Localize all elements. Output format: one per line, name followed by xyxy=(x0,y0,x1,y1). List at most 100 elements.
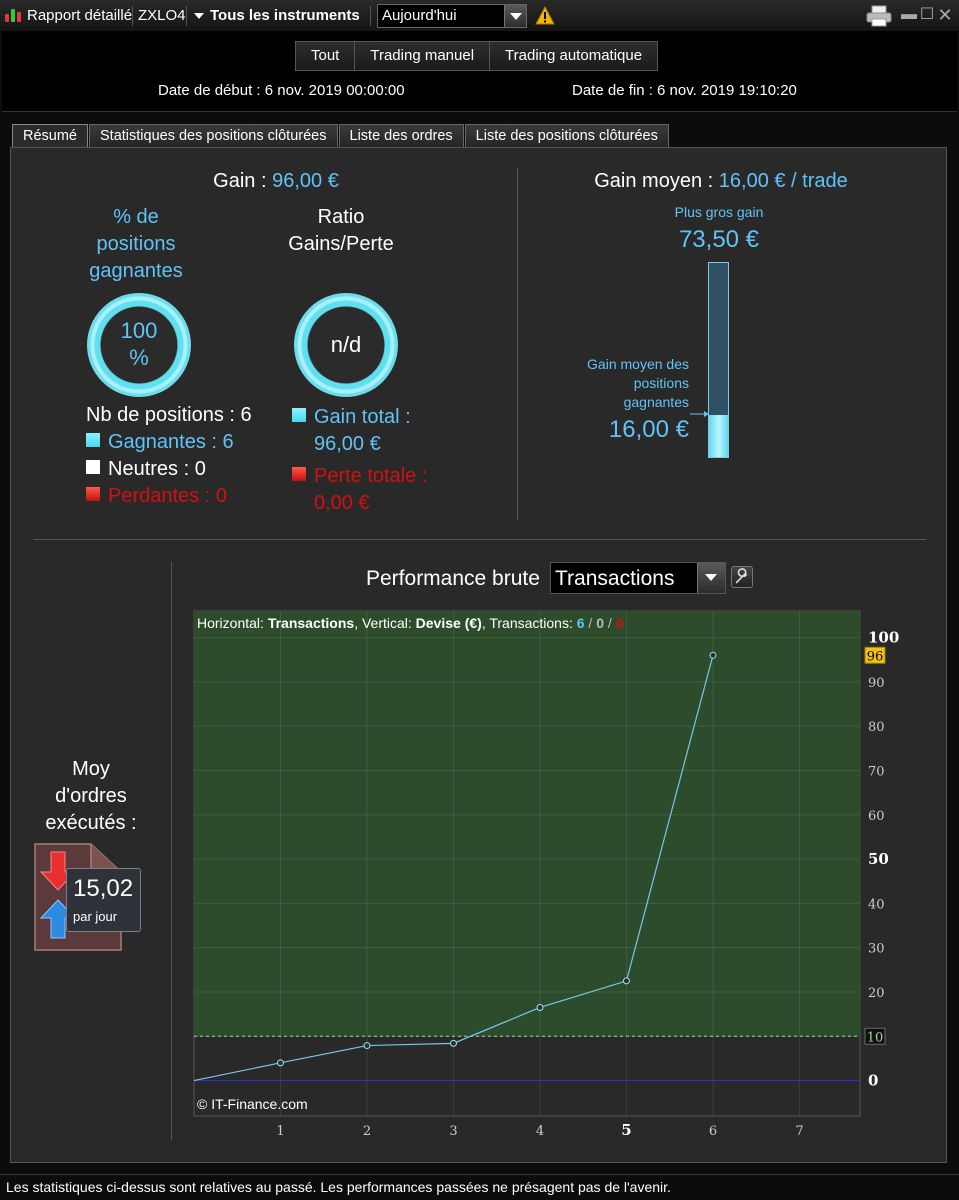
avg-orders-box: 15,02 par jour xyxy=(66,868,141,932)
chart-info-winning: 6 xyxy=(577,615,585,631)
y-tick-label: 50 xyxy=(868,850,889,868)
summary-panel: Gain : 96,00 € % de positions gagnantes … xyxy=(10,147,947,1163)
filter-manual-button[interactable]: Trading manuel xyxy=(354,41,491,71)
chart-mode-select[interactable]: Transactions xyxy=(550,562,726,594)
chart-info-neutral: 0 xyxy=(596,615,604,631)
total-gain-block: Gain total : 96,00 € xyxy=(292,404,411,458)
win-pct-unit: % xyxy=(129,345,149,370)
chart-info-text: / xyxy=(585,615,597,631)
tab-closed-positions-stats[interactable]: Statistiques des positions clôturées xyxy=(89,124,338,148)
wrench-icon[interactable] xyxy=(731,566,753,588)
gain-value: 96,00 € xyxy=(272,170,339,192)
print-icon[interactable] xyxy=(866,5,892,27)
account-name[interactable]: ZXLO4 xyxy=(138,7,186,24)
losing-count-label: Perdantes : 0 xyxy=(108,485,227,507)
y-axis-ticks: 0 20 30 40 50 60 70 80 90 100 xyxy=(868,629,899,1090)
title-separator xyxy=(186,6,187,26)
data-point xyxy=(449,1039,457,1047)
y-tick-label: 60 xyxy=(868,809,885,824)
candlestick-chart-icon xyxy=(4,8,24,24)
instruments-label: Tous les instruments xyxy=(210,7,360,24)
win-pct-title-line: gagnantes xyxy=(89,260,183,282)
avg-gain-heading: Gain moyen : 16,00 € / trade xyxy=(531,170,911,193)
report-tabs: Résumé Statistiques des positions clôtur… xyxy=(12,124,670,149)
y-tick-label: 100 xyxy=(868,629,899,647)
section-divider xyxy=(33,539,926,540)
legend-square-icon xyxy=(86,433,100,447)
y-tick-label: 70 xyxy=(868,764,885,779)
data-point xyxy=(363,1042,371,1050)
minimize-icon[interactable]: ▬ xyxy=(901,6,917,23)
avg-winning-value: 16,00 € xyxy=(608,416,689,443)
avg-orders-title-line: exécutés : xyxy=(45,812,137,834)
legend-square-icon xyxy=(292,467,306,481)
report-header: Tout Trading manuel Trading automatique … xyxy=(2,32,957,112)
total-gain-value: 96,00 € xyxy=(314,433,381,455)
report-title: Rapport détaillé xyxy=(27,7,133,24)
data-point xyxy=(276,1059,284,1067)
chevron-down-icon xyxy=(194,13,204,20)
chart-info-text: / xyxy=(604,615,616,631)
data-point xyxy=(536,1003,544,1011)
start-date: Date de début : 6 nov. 2019 00:00:00 xyxy=(158,82,405,99)
legend-square-icon xyxy=(86,487,100,501)
x-tick-label: 7 xyxy=(795,1124,803,1139)
current-value-label: 96 xyxy=(867,649,884,664)
biggest-gain-value: 73,50 € xyxy=(678,226,760,253)
chart-info-text: Horizontal: xyxy=(197,615,268,631)
tab-orders-list[interactable]: Liste des ordres xyxy=(338,124,464,148)
x-tick-label: 6 xyxy=(709,1124,717,1139)
trading-filter: Tout Trading manuel Trading automatique xyxy=(295,41,659,71)
neutral-count: Neutres : 0 xyxy=(86,458,206,481)
win-pct-value: 100 xyxy=(120,318,158,343)
y-tick-label: 40 xyxy=(868,897,885,912)
chart-mode-value: Transactions xyxy=(555,567,675,590)
positive-zone xyxy=(194,611,860,1037)
current-value-badge: 96 xyxy=(864,646,886,664)
chevron-down-icon[interactable] xyxy=(697,563,725,593)
chart-info-text: Transactions xyxy=(268,615,355,631)
chevron-down-icon[interactable] xyxy=(504,5,526,27)
data-point xyxy=(709,651,717,659)
avg-gain-label: Gain moyen : xyxy=(594,170,714,192)
period-value: Aujourd'hui xyxy=(382,7,457,24)
ratio-title-line: Ratio xyxy=(317,206,365,228)
title-separator xyxy=(132,6,133,26)
threshold-label: 10 xyxy=(867,1030,884,1045)
win-pct-title-line: % de xyxy=(113,206,159,228)
maximize-icon[interactable]: ☐ xyxy=(919,6,935,23)
y-tick-label: 0 xyxy=(868,1072,878,1090)
period-select[interactable]: Aujourd'hui xyxy=(377,4,527,28)
ratio-donut: n/d xyxy=(294,293,398,397)
avg-gain-value: 16,00 € / trade xyxy=(718,170,848,192)
filter-all-button[interactable]: Tout xyxy=(295,41,356,71)
warning-icon[interactable] xyxy=(535,6,555,26)
total-gain-heading: Gain : 96,00 € xyxy=(111,170,441,193)
close-icon[interactable]: ✕ xyxy=(937,5,953,25)
tab-summary[interactable]: Résumé xyxy=(12,124,88,149)
ratio-title-line: Gains/Perte xyxy=(288,233,394,255)
tab-closed-positions-list[interactable]: Liste des positions clôturées xyxy=(464,124,669,148)
data-point xyxy=(622,977,630,985)
avg-winning-label: Gain moyen des positions gagnantes xyxy=(551,355,689,412)
avg-orders-title-line: Moy xyxy=(72,758,110,780)
grid-lines xyxy=(194,611,860,1116)
ratio-value: n/d xyxy=(330,332,362,357)
total-loss-block: Perte totale : 0,00 € xyxy=(292,463,427,517)
chart-watermark: © IT-Finance.com xyxy=(197,1096,308,1112)
avg-winning-label-line: Gain moyen des xyxy=(587,356,689,372)
title-bar: Rapport détaillé ZXLO4 Tous les instrume… xyxy=(0,0,959,32)
losing-count: Perdantes : 0 xyxy=(86,485,227,508)
gain-bar xyxy=(708,262,729,458)
y-tick-label: 30 xyxy=(868,942,885,957)
chart-info-text: , Transactions: xyxy=(482,615,577,631)
gain-bar-fill xyxy=(709,414,728,457)
biggest-gain-label: Plus gros gain xyxy=(674,204,764,220)
instruments-dropdown[interactable]: Tous les instruments xyxy=(194,0,360,32)
end-date: Date de fin : 6 nov. 2019 19:10:20 xyxy=(572,82,797,99)
filter-automatic-button[interactable]: Trading automatique xyxy=(489,41,659,71)
chart-title: Performance brute xyxy=(366,567,540,590)
disclaimer: Les statistiques ci-dessus sont relative… xyxy=(0,1174,959,1200)
arrow-right-icon xyxy=(690,411,709,417)
